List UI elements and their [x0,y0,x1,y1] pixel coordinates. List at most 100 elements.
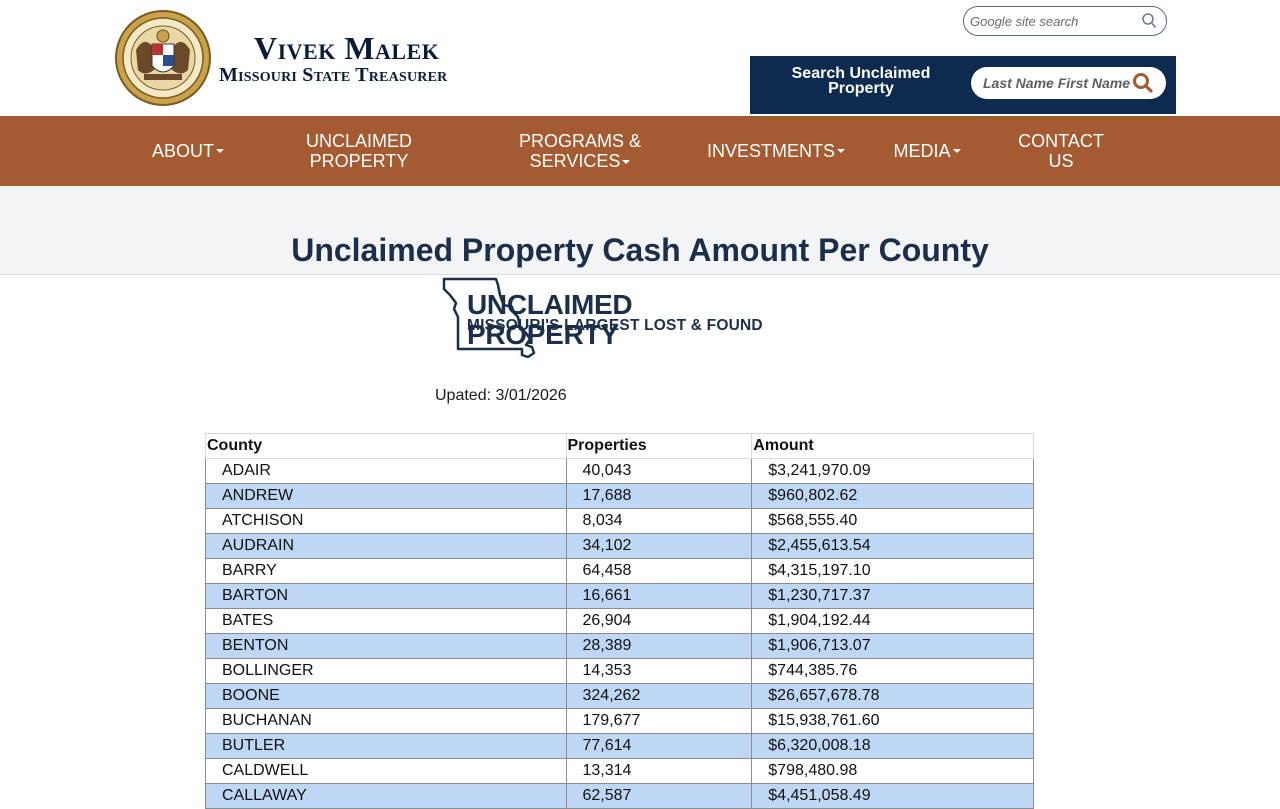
treasurer-seal-logo[interactable] [114,10,212,106]
logo-tagline: MISSOURI'S LARGEST LOST & FOUND [467,317,763,334]
caret-down-icon [216,149,224,153]
search-icon[interactable] [1132,72,1154,94]
table-row: ANDREW 17,688 $960,802.62 [205,483,1034,509]
unclaimed-search-label: Search Unclaimed Property [791,65,931,97]
table-row: ATCHISON 8,034 $568,555.40 [205,508,1034,534]
amount-cell: $4,451,058.49 [751,783,1034,809]
nav-investments-label: INVESTMENTS [706,141,835,161]
properties-cell: 34,102 [565,533,753,559]
treasurer-name[interactable]: Vivek Malek [254,30,440,66]
caret-down-icon [837,149,845,153]
properties-cell: 13,314 [565,758,753,784]
nav-contact-us[interactable]: CONTACT US [1006,116,1116,186]
site-search-input[interactable] [970,11,1142,31]
county-cell: ATCHISON [205,508,567,534]
table-row: CALLAWAY 62,587 $4,451,058.49 [205,783,1034,809]
nav-programs-label: PROGRAMS & SERVICES [519,131,641,171]
table-row: CALDWELL 13,314 $798,480.98 [205,758,1034,784]
table-row: BATES 26,904 $1,904,192.44 [205,608,1034,634]
properties-cell: 16,661 [565,583,753,609]
nav-unclaimed-line1: UNCLAIMED [305,131,412,151]
properties-cell: 40,043 [565,458,753,484]
properties-cell: 28,389 [565,633,753,659]
properties-cell: 17,688 [565,483,753,509]
county-cell: CALDWELL [205,758,567,784]
missouri-outline-icon [442,277,536,359]
site-header: Vivek Malek Missouri State Treasurer Sea… [0,0,1280,116]
header-amount: Amount [751,433,1034,459]
page-title: Unclaimed Property Cash Amount Per Count… [291,232,989,268]
nav-about[interactable]: ABOUT [138,116,238,186]
amount-cell: $3,241,970.09 [751,458,1034,484]
main-nav: ABOUT UNCLAIMED PROPERTY PROGRAMS & SERVIC… [0,116,1280,186]
unclaimed-search-box [971,67,1166,99]
properties-cell: 62,587 [565,783,753,809]
table-header-row: County Properties Amount [205,433,1034,459]
nav-unclaimed-label: UNCLAIMED PROPERTY [306,131,412,171]
properties-cell: 8,034 [565,508,753,534]
table-row: BOONE 324,262 $26,657,678.78 [205,683,1034,709]
treasurer-title[interactable]: Missouri State Treasurer [219,64,448,86]
county-cell: BUCHANAN [205,708,567,734]
table-row: AUDRAIN 34,102 $2,455,613.54 [205,533,1034,559]
nav-unclaimed-property[interactable]: UNCLAIMED PROPERTY [284,116,434,186]
county-cell: BENTON [205,633,567,659]
amount-cell: $1,230,717.37 [751,583,1034,609]
properties-cell: 179,677 [565,708,753,734]
amount-cell: $744,385.76 [751,658,1034,684]
header-county: County [205,433,567,459]
amount-cell: $568,555.40 [751,508,1034,534]
table-row: BUCHANAN 179,677 $15,938,761.60 [205,708,1034,734]
county-cell: BUTLER [205,733,567,759]
table-row: BARRY 64,458 $4,315,197.10 [205,558,1034,584]
county-cell: BARRY [205,558,567,584]
site-search-box [963,6,1167,36]
amount-cell: $4,315,197.10 [751,558,1034,584]
nav-contact-line1: CONTACT [1018,131,1104,151]
nav-programs-services[interactable]: PROGRAMS & SERVICES [495,116,665,186]
properties-cell: 14,353 [565,658,753,684]
amount-cell: $798,480.98 [751,758,1034,784]
amount-cell: $15,938,761.60 [751,708,1034,734]
header-properties: Properties [565,433,753,459]
county-cell: BOLLINGER [205,658,567,684]
table-row: BOLLINGER 14,353 $744,385.76 [205,658,1034,684]
properties-cell: 26,904 [565,608,753,634]
logo-title: UNCLAIMED PROPERTY [467,289,633,350]
nav-contact-label: CONTACT US [1018,131,1104,171]
amount-cell: $1,906,713.07 [751,633,1034,659]
amount-cell: $26,657,678.78 [751,683,1034,709]
county-table: County Properties Amount ADAIR 40,043 $3,2… [205,433,1034,809]
county-cell: BARTON [205,583,567,609]
caret-down-icon [952,149,961,153]
unclaimed-property-search-panel: Search Unclaimed Property [750,56,1176,114]
nav-programs-line2: SERVICES [529,151,621,171]
unclaimed-name-input[interactable] [983,73,1135,93]
properties-cell: 64,458 [565,558,753,584]
amount-cell: $2,455,613.54 [751,533,1034,559]
nav-media-label: MEDIA [893,141,951,161]
county-cell: ANDREW [205,483,567,509]
county-cell: BOONE [205,683,567,709]
properties-cell: 77,614 [565,733,753,759]
amount-cell: $1,904,192.44 [751,608,1034,634]
search-icon[interactable] [1140,12,1158,30]
table-row: BUTLER 77,614 $6,320,008.18 [205,733,1034,759]
amount-cell: $6,320,008.18 [751,733,1034,759]
unclaimed-property-logo: UNCLAIMED PROPERTY MISSOURI'S LARGEST LO… [442,277,782,359]
table-row: ADAIR 40,043 $3,241,970.09 [205,458,1034,484]
caret-down-icon [622,160,631,165]
table-row: BENTON 28,389 $1,906,713.07 [205,633,1034,659]
table-row: BARTON 16,661 $1,230,717.37 [205,583,1034,609]
nav-programs-line1: PROGRAMS & [518,131,642,151]
nav-media[interactable]: MEDIA [882,116,972,186]
nav-about-label: ABOUT [151,141,214,161]
nav-contact-line2: US [1048,151,1074,171]
nav-investments[interactable]: INVESTMENTS [698,116,854,186]
county-cell: CALLAWAY [205,783,567,809]
amount-cell: $960,802.62 [751,483,1034,509]
properties-cell: 324,262 [565,683,753,709]
county-cell: ADAIR [205,458,567,484]
county-cell: AUDRAIN [205,533,567,559]
updated-date: Upated: 3/01/2026 [435,387,567,404]
